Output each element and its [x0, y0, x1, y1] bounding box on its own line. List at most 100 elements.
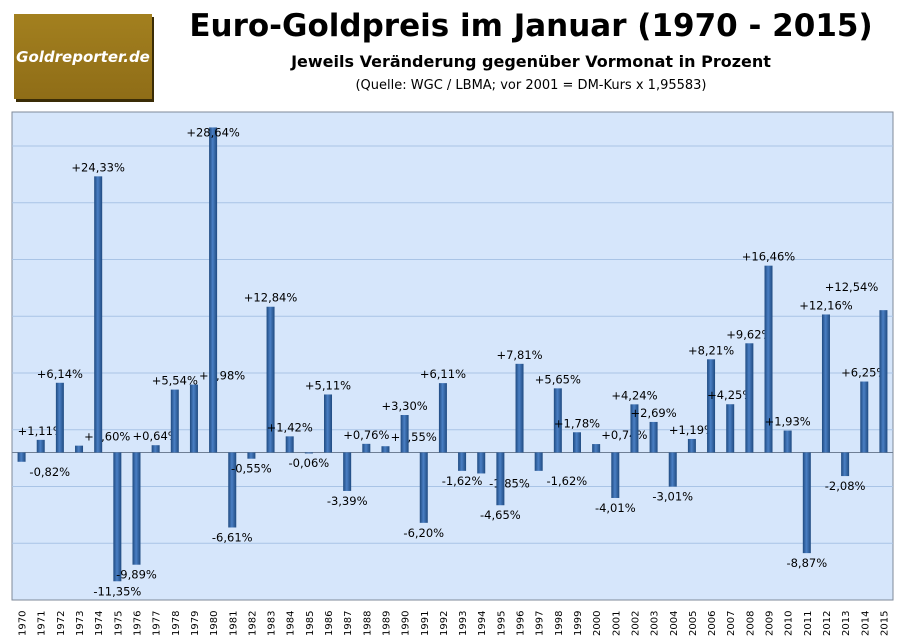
x-tick-label: 2011 [803, 611, 814, 636]
data-label: -3,39% [327, 494, 368, 508]
x-tick-label: 1980 [209, 611, 220, 636]
x-tick-label: 1985 [305, 611, 316, 636]
data-label: -1,62% [442, 474, 483, 488]
bar-1975 [113, 452, 122, 582]
plot-area [11, 111, 894, 601]
bar-1993 [458, 452, 467, 471]
data-label: +5,11% [305, 378, 351, 392]
data-label: -2,08% [825, 479, 866, 493]
x-tick-label: 2009 [765, 611, 776, 636]
x-tick-label: 2008 [745, 611, 756, 636]
bar-2003 [649, 421, 658, 453]
bar-2012 [821, 314, 830, 453]
data-label: -9,89% [116, 568, 157, 582]
x-tick-label: 1993 [458, 611, 469, 636]
x-tick-label: 1972 [56, 611, 67, 636]
data-label: +12,54% [825, 280, 879, 294]
bar-2007 [726, 404, 735, 453]
logo-text: Goldreporter.de [16, 47, 150, 66]
x-tick-label: 2005 [688, 611, 699, 636]
x-tick-label: 1975 [113, 611, 124, 636]
data-label: +2,69% [631, 406, 677, 420]
bar-1998 [553, 388, 562, 453]
bar-1992 [438, 383, 447, 453]
bar-2008 [745, 343, 754, 453]
data-label: -6,20% [403, 526, 444, 540]
data-label: -0,82% [29, 465, 70, 479]
x-tick-label: 1998 [554, 611, 565, 636]
bar-1972 [55, 382, 64, 453]
bar-1979 [189, 384, 198, 453]
bar-2004 [668, 452, 677, 487]
x-tick-label: 1983 [267, 611, 278, 636]
data-label: -4,01% [595, 501, 636, 515]
bar-1980 [209, 127, 218, 453]
bar-1984 [285, 436, 294, 453]
x-tick-label: 1970 [18, 611, 29, 636]
bar-1996 [515, 363, 524, 453]
data-label: +0,74% [601, 428, 647, 442]
data-label: +0,64% [133, 429, 179, 443]
x-tick-label: 2015 [879, 611, 890, 636]
data-label: +8,21% [688, 343, 734, 357]
x-tick-label: 2012 [822, 611, 833, 636]
data-label: +4,24% [611, 388, 657, 402]
x-tick-label: 1991 [420, 611, 431, 636]
data-label: +12,84% [244, 291, 298, 305]
data-label: +1,11% [18, 424, 64, 438]
bar-1988 [362, 443, 371, 453]
x-tick-label: 2013 [841, 611, 852, 636]
data-label: +0,55% [391, 430, 437, 444]
x-tick-label: 2014 [860, 611, 871, 636]
chart-source: (Quelle: WGC / LBMA; vor 2001 = DM-Kurs … [355, 78, 707, 93]
x-tick-label: 2006 [707, 611, 718, 636]
data-label: +1,42% [267, 420, 313, 434]
x-tick-label: 1973 [75, 611, 86, 636]
bar-1987 [343, 452, 352, 491]
data-label: -11,35% [93, 584, 141, 598]
x-tick-label: 1981 [228, 611, 239, 636]
x-tick-label: 1995 [496, 611, 507, 636]
bar-1971 [36, 439, 45, 453]
bar-1990 [400, 415, 409, 453]
bar-1974 [94, 176, 103, 453]
bar-1991 [419, 452, 428, 523]
bar-1995 [496, 452, 505, 506]
data-label: +6,14% [37, 367, 83, 381]
bar-1970 [17, 452, 26, 462]
x-tick-label: 1988 [362, 611, 373, 636]
data-label: +3,30% [382, 399, 428, 413]
data-label: +9,62% [726, 327, 772, 341]
bar-1997 [534, 452, 543, 471]
data-label: -1,85% [489, 476, 530, 490]
x-tick-label: 1971 [37, 611, 48, 636]
bar-1999 [572, 432, 581, 453]
bar-1983 [266, 306, 275, 453]
bar-2002 [630, 404, 639, 453]
x-tick-label: 1997 [535, 611, 546, 636]
data-label: +5,98% [199, 369, 245, 383]
data-label: +5,65% [535, 372, 581, 386]
data-label: +5,54% [152, 374, 198, 388]
data-label: +28,64% [186, 125, 240, 139]
x-tick-label: 2010 [784, 611, 795, 636]
data-label: +24,33% [71, 160, 125, 174]
bar-1978 [170, 389, 179, 453]
x-tick-label: 1974 [94, 611, 105, 636]
goldreporter-logo: Goldreporter.de [14, 14, 152, 99]
x-tick-label: 1982 [247, 611, 258, 636]
data-label: +6,11% [420, 367, 466, 381]
bar-2014 [860, 381, 869, 453]
data-label: +1,93% [765, 415, 811, 429]
bar-1986 [324, 394, 333, 453]
bar-1994 [477, 452, 486, 474]
data-label: -3,01% [652, 490, 693, 504]
x-tick-label: 1994 [477, 611, 488, 636]
x-tick-label: 1978 [171, 611, 182, 636]
bar-2010 [783, 430, 792, 453]
bar-2000 [592, 444, 601, 453]
bar-1977 [151, 445, 160, 453]
bar-2001 [611, 452, 620, 498]
